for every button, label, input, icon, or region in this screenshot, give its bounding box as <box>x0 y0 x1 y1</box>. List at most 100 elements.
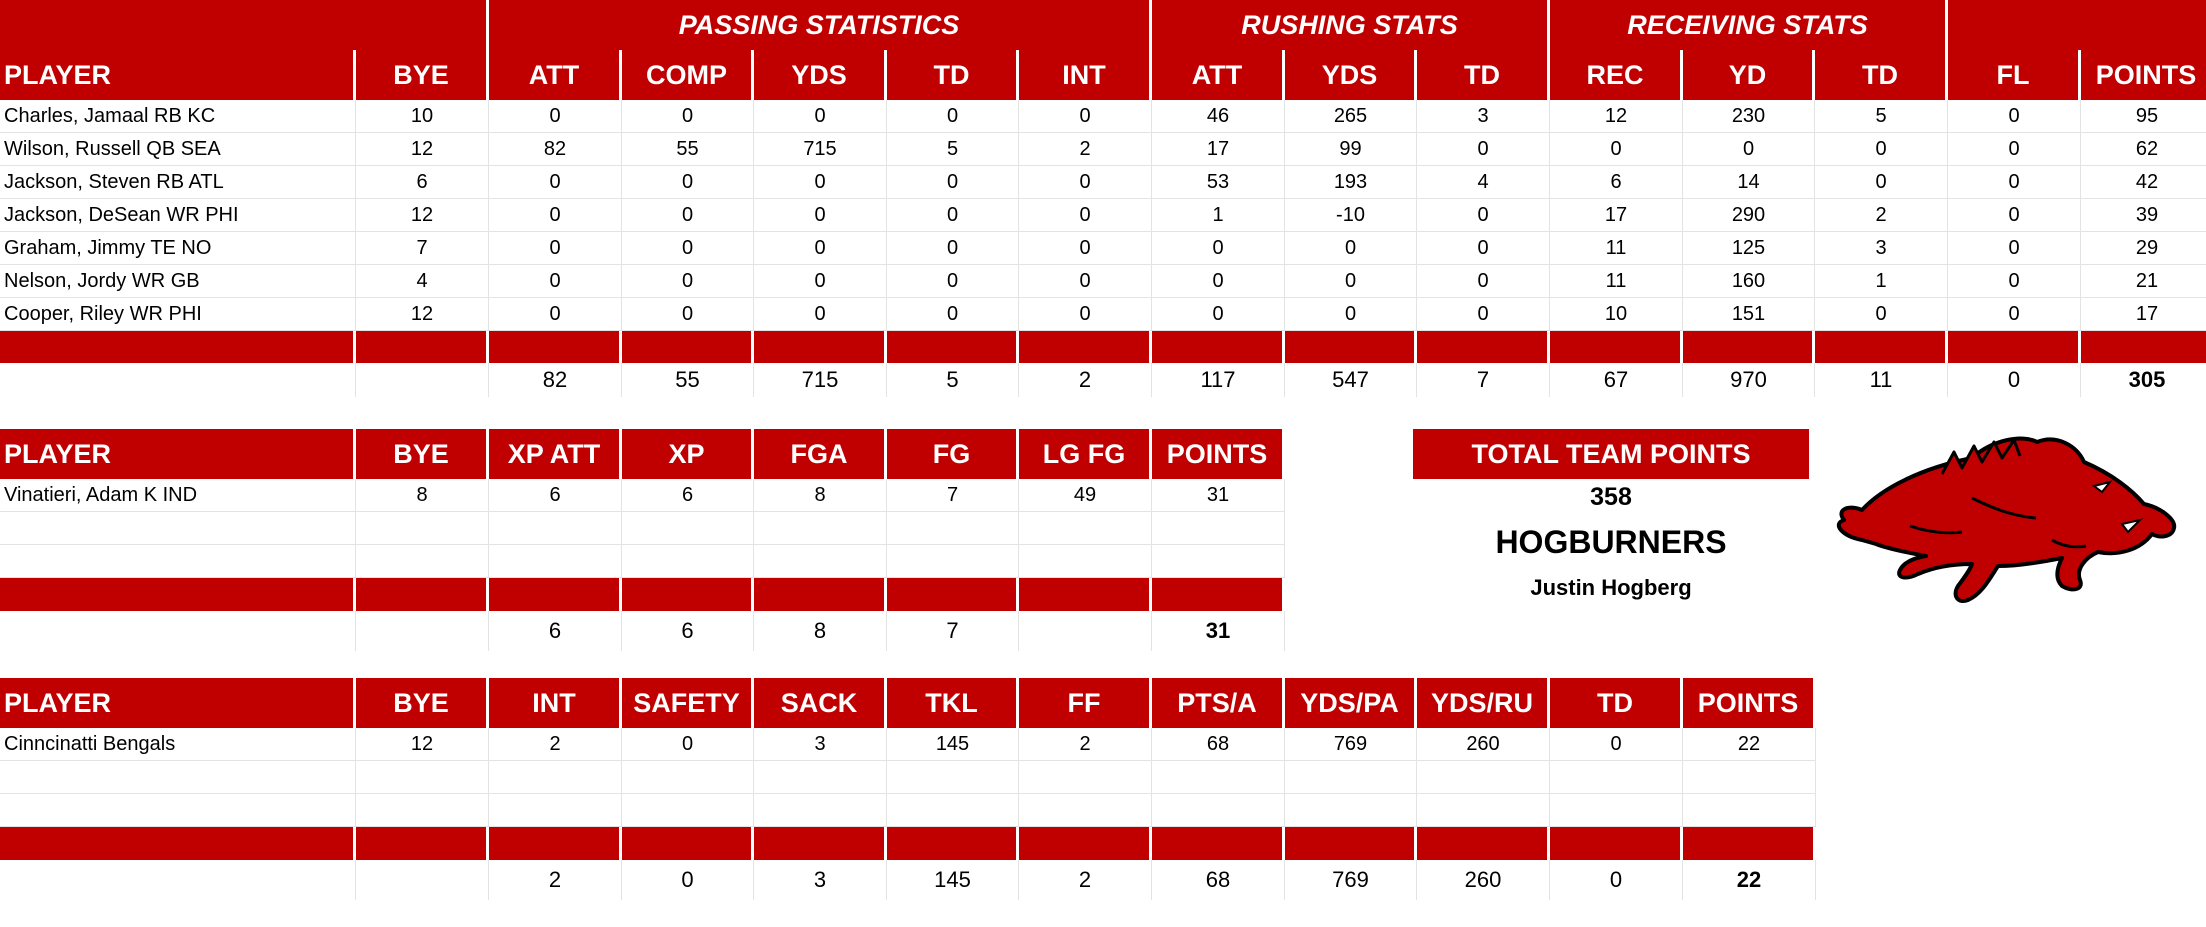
table-cell: 0 <box>1417 265 1550 298</box>
column-header: TD <box>1417 50 1550 100</box>
table-cell: 0 <box>489 298 622 331</box>
column-header: SAFETY <box>622 678 754 728</box>
table-cell: 0 <box>1019 265 1152 298</box>
table-cell: 125 <box>1683 232 1815 265</box>
total-team-points-label: TOTAL TEAM POINTS <box>1413 429 1809 479</box>
header-blank <box>1948 0 2206 50</box>
table-cell: 145 <box>887 728 1019 761</box>
team-summary: TOTAL TEAM POINTS 358 HOGBURNERS Justin … <box>1413 429 1809 601</box>
column-header: TKL <box>887 678 1019 728</box>
total-cell: 31 <box>1152 611 1285 651</box>
table-cell: 0 <box>1019 199 1152 232</box>
table-cell <box>622 545 754 578</box>
table-cell: 0 <box>1019 166 1152 199</box>
column-header: YD <box>1683 50 1815 100</box>
table-cell: 4 <box>1417 166 1550 199</box>
total-cell: 11 <box>1815 363 1948 397</box>
table-cell: 55 <box>622 133 754 166</box>
team-owner: Justin Hogberg <box>1530 575 1692 600</box>
total-cell: 8 <box>754 611 887 651</box>
table-cell: 12 <box>356 298 489 331</box>
column-header: REC <box>1550 50 1683 100</box>
total-cell: 6 <box>489 611 622 651</box>
table-cell <box>1019 512 1152 545</box>
table-cell: 0 <box>1019 100 1152 133</box>
table-cell: 0 <box>1152 265 1285 298</box>
table-cell: 10 <box>1550 298 1683 331</box>
column-header: BYE <box>356 678 489 728</box>
separator-bar <box>1152 578 1285 611</box>
table-cell: 10 <box>356 100 489 133</box>
table-cell: 17 <box>2081 298 2206 331</box>
table-cell: 0 <box>1815 166 1948 199</box>
table-cell: 0 <box>754 265 887 298</box>
column-header: YDS/RU <box>1417 678 1550 728</box>
table-cell <box>887 761 1019 794</box>
total-cell: 260 <box>1417 860 1550 900</box>
table-cell <box>1019 794 1152 827</box>
table-cell: 0 <box>754 298 887 331</box>
table-cell <box>489 794 622 827</box>
table-cell <box>1285 761 1417 794</box>
total-cell: 970 <box>1683 363 1815 397</box>
table-cell: 6 <box>1550 166 1683 199</box>
player-name-cell: Wilson, Russell QB SEA <box>0 133 356 166</box>
separator-bar <box>1417 331 1550 363</box>
player-name-cell: Charles, Jamaal RB KC <box>0 100 356 133</box>
total-cell: 715 <box>754 363 887 397</box>
table-cell: 0 <box>1417 133 1550 166</box>
separator-bar <box>0 331 356 363</box>
table-cell: 95 <box>2081 100 2206 133</box>
table-cell: 0 <box>1683 133 1815 166</box>
separator-bar <box>754 827 887 860</box>
table-cell: 39 <box>2081 199 2206 232</box>
separator-bar <box>489 827 622 860</box>
table-cell: 6 <box>622 479 754 512</box>
table-cell <box>1550 761 1683 794</box>
table-cell: 0 <box>1815 133 1948 166</box>
table-cell <box>356 794 489 827</box>
separator-bar <box>1550 331 1683 363</box>
column-header: YDS <box>1285 50 1417 100</box>
table-cell <box>489 545 622 578</box>
table-cell <box>1019 761 1152 794</box>
table-cell: 0 <box>1285 265 1417 298</box>
table-cell <box>887 545 1019 578</box>
table-cell <box>489 512 622 545</box>
receiving-group-header: RECEIVING STATS <box>1550 0 1948 50</box>
table-cell: 7 <box>887 479 1019 512</box>
column-header: ATT <box>489 50 622 100</box>
table-cell: 31 <box>1152 479 1285 512</box>
table-cell: 21 <box>2081 265 2206 298</box>
total-cell: 7 <box>1417 363 1550 397</box>
table-cell: 0 <box>1152 232 1285 265</box>
total-cell: 117 <box>1152 363 1285 397</box>
total-cell: 3 <box>754 860 887 900</box>
column-header: SACK <box>754 678 887 728</box>
total-cell <box>0 363 356 397</box>
table-cell: 230 <box>1683 100 1815 133</box>
column-header: POINTS <box>1152 429 1285 479</box>
table-cell: 2 <box>1019 133 1152 166</box>
table-cell <box>1417 794 1550 827</box>
table-cell: 290 <box>1683 199 1815 232</box>
table-cell: 160 <box>1683 265 1815 298</box>
column-header: INT <box>1019 50 1152 100</box>
table-cell: 769 <box>1285 728 1417 761</box>
column-header: XP <box>622 429 754 479</box>
table-cell: 12 <box>356 728 489 761</box>
column-header: ATT <box>1152 50 1285 100</box>
table-cell <box>622 794 754 827</box>
table-cell: 715 <box>754 133 887 166</box>
column-header: INT <box>489 678 622 728</box>
table-cell: 0 <box>622 728 754 761</box>
column-header: PLAYER <box>0 50 356 100</box>
kicker-stats-table: PLAYER BYE XP ATT XP FGA FG LG FG POINTS Vinatie… <box>0 429 1285 651</box>
column-header: FF <box>1019 678 1152 728</box>
column-header: LG FG <box>1019 429 1152 479</box>
table-cell: 8 <box>356 479 489 512</box>
table-cell <box>887 512 1019 545</box>
table-cell: 82 <box>489 133 622 166</box>
column-header: BYE <box>356 429 489 479</box>
table-cell <box>1285 794 1417 827</box>
